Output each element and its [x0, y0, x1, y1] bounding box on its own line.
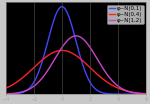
φ~N(1,2) — [75, 35, 77, 37]
Line: φ~N(1,2): φ~N(1,2) — [6, 36, 146, 94]
φ~N(0,1) — [5, 93, 7, 95]
φ~N(1,2) — [68, 38, 70, 39]
φ~N(0,4) — [41, 60, 43, 61]
φ~N(1,2) — [99, 63, 101, 64]
Legend: φ~N(0,1), φ~N(0,4), φ~N(1,2): φ~N(0,1), φ~N(0,4), φ~N(1,2) — [107, 5, 144, 24]
φ~N(1,2) — [30, 88, 32, 89]
φ~N(0,1) — [146, 93, 147, 95]
φ~N(0,1) — [61, 6, 63, 7]
φ~N(1,2) — [111, 80, 113, 81]
φ~N(0,4) — [111, 84, 113, 86]
φ~N(1,2) — [41, 78, 43, 79]
φ~N(0,1) — [88, 79, 90, 81]
φ~N(0,1) — [111, 93, 113, 95]
φ~N(0,4) — [69, 51, 70, 53]
φ~N(0,4) — [99, 76, 101, 77]
φ~N(1,2) — [88, 45, 90, 46]
φ~N(0,1) — [41, 62, 43, 63]
φ~N(1,2) — [146, 93, 147, 95]
Line: φ~N(0,4): φ~N(0,4) — [6, 50, 146, 94]
φ~N(0,4) — [146, 93, 147, 94]
φ~N(0,4) — [30, 70, 32, 71]
Line: φ~N(0,1): φ~N(0,1) — [6, 7, 146, 94]
φ~N(0,4) — [5, 88, 7, 89]
φ~N(0,4) — [61, 50, 63, 51]
φ~N(0,1) — [99, 91, 101, 92]
φ~N(0,1) — [69, 18, 70, 19]
φ~N(0,4) — [88, 66, 90, 67]
φ~N(1,2) — [5, 93, 7, 95]
φ~N(0,1) — [30, 86, 32, 87]
